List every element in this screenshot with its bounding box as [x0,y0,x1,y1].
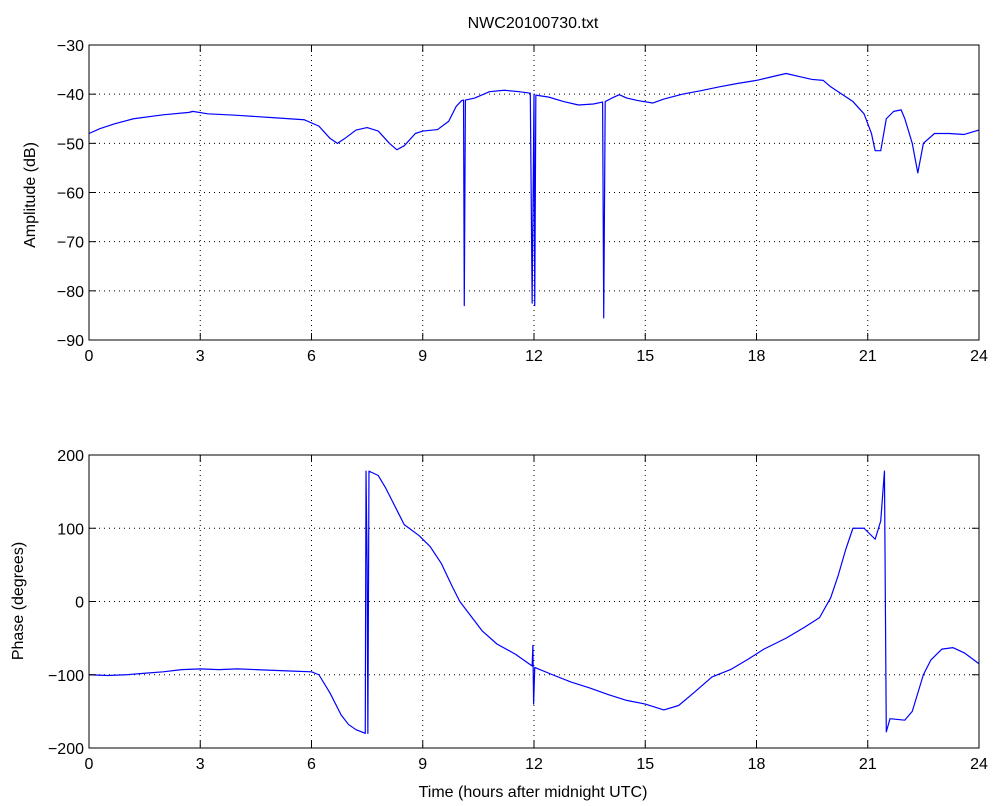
time-x-label: Time (hours after midnight UTC) [419,784,648,801]
x-tick-label: 18 [748,756,766,773]
phase-series-line [88,470,980,734]
y-tick-label: −100 [48,668,84,685]
x-tick-label: 15 [636,756,654,773]
x-tick-label: 21 [859,348,877,365]
x-tick-label: 21 [859,756,877,773]
y-tick-label: −80 [57,284,84,301]
y-tick-label: 100 [57,521,84,538]
y-tick-label: −90 [57,333,84,350]
x-tick-label: 9 [418,756,427,773]
y-tick-label: −40 [57,87,84,104]
x-tick-label: 12 [525,348,543,365]
figure-title: NWC20100730.txt [468,15,599,32]
x-tick-label: 0 [85,348,94,365]
x-tick-label: 3 [196,756,205,773]
x-tick-label: 6 [307,756,316,773]
x-tick-label: 12 [525,756,543,773]
phase-panel: 0 3 6 9 12 15 18 21 24 −200 −100 0 100 200 [48,448,988,773]
x-tick-label: 15 [636,348,654,365]
x-tick-label: 24 [970,348,988,365]
y-tick-label: −70 [57,235,84,252]
y-tick-label: −50 [57,136,84,153]
x-tick-label: 18 [748,348,766,365]
y-tick-label: 200 [57,448,84,465]
y-tick-label: 0 [75,595,84,612]
phase-y-label: Phase (degrees) [10,542,27,660]
amplitude-y-label: Amplitude (dB) [22,142,39,248]
y-tick-label: −200 [48,741,84,758]
x-tick-label: 3 [196,348,205,365]
y-tick-label: −30 [57,38,84,55]
amplitude-panel: 0 3 6 9 12 15 18 21 24 −90 −80 −70 −60 −50 −40 −30 [57,38,988,365]
x-tick-label: 9 [418,348,427,365]
amplitude-series-line [88,72,980,319]
x-tick-label: 6 [307,348,316,365]
y-tick-label: −60 [57,186,84,203]
x-tick-label: 24 [970,756,988,773]
x-tick-label: 0 [85,756,94,773]
